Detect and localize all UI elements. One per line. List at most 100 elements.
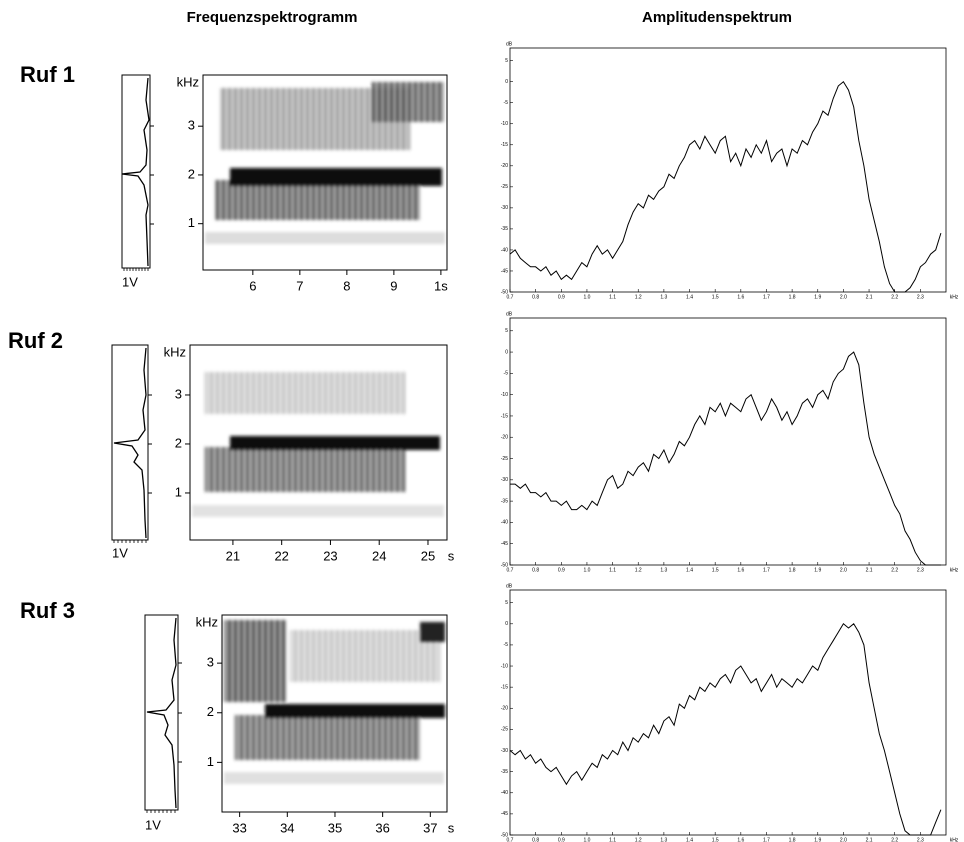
spectrum-line	[510, 351, 941, 566]
spectrogram-texture	[205, 82, 445, 244]
y-tick-label: -5	[504, 100, 509, 106]
header: Amplitudenspektrum	[642, 9, 792, 26]
x-tick-label: 1.2	[635, 567, 642, 573]
x-tick-label: 1.1	[609, 567, 616, 573]
x-unit: s	[448, 820, 455, 835]
y-tick-label: -10	[501, 392, 508, 398]
x-tick-label: 23	[323, 548, 337, 563]
x-tick-label: 0.7	[507, 567, 514, 573]
x-tick-label: 0.7	[507, 294, 514, 300]
x-tick-label: 1.0	[583, 294, 590, 300]
y-tick-label: -45	[501, 811, 508, 817]
x-tick-label: 1.0	[583, 567, 590, 573]
x-tick-label: 0.8	[532, 567, 539, 573]
y-tick-label: 3	[207, 655, 214, 670]
x-tick-label: 2.0	[840, 294, 847, 300]
x-tick-label: 33	[232, 820, 246, 835]
y-tick-label: 2	[207, 704, 214, 719]
plot-frame	[509, 589, 947, 836]
x-tick-label: 37	[423, 820, 437, 835]
y-tick-label: 0	[505, 79, 508, 85]
y-tick-label: -35	[501, 769, 508, 775]
header: Frequenzspektrogramm	[187, 9, 358, 26]
y-tick-label: -20	[501, 435, 508, 441]
x-tick-label: 1.7	[763, 567, 770, 573]
x-tick-label: 2.1	[866, 294, 873, 300]
y-axis-label: kHz	[164, 344, 186, 359]
spectrum-line	[509, 80, 942, 293]
y-tick-label: -5	[504, 371, 509, 377]
x-tick-label: 1.6	[737, 567, 744, 573]
x-tick-label: 2.3	[917, 567, 924, 573]
y-tick-label: 1	[188, 215, 195, 230]
row-label: Ruf 2	[8, 328, 63, 353]
x-tick-label: 1.7	[763, 294, 770, 300]
y-tick-label: -30	[501, 477, 508, 483]
x-tick-label: 1.3	[660, 567, 667, 573]
y-tick-label: 5	[505, 600, 508, 606]
y-tick-label: -5	[504, 642, 509, 648]
y-tick-label: -50	[501, 832, 508, 838]
spectrum-line	[509, 623, 942, 836]
y-tick-label: -15	[501, 413, 508, 419]
x-tick-label: 21	[226, 548, 240, 563]
x-tick-label: 36	[375, 820, 389, 835]
x-tick-label: 1.5	[712, 837, 719, 842]
plot-frame	[189, 344, 448, 541]
x-tick-label: 1.3	[660, 837, 667, 842]
x-tick-label: 0.8	[532, 294, 539, 300]
y-tick-label: 2	[175, 435, 182, 450]
x-tick-label: 1.4	[686, 294, 693, 300]
y-tick-label: -10	[501, 663, 508, 669]
y-tick-label: -45	[501, 541, 508, 547]
x-tick-label: 0.9	[558, 294, 565, 300]
y-tick-label: 1	[175, 484, 182, 499]
x-tick-label: 1.8	[789, 567, 796, 573]
x-tick-label: 1.6	[737, 837, 744, 842]
y-axis-label: dB	[506, 41, 513, 47]
x-tick-label: 1.2	[635, 837, 642, 842]
y-tick-label: -50	[501, 289, 508, 295]
y-tick-label: -20	[501, 163, 508, 169]
x-tick-label: 2.2	[891, 294, 898, 300]
x-tick-label: 2.1	[866, 567, 873, 573]
x-tick-label: 0.8	[532, 837, 539, 842]
spectrogram-texture	[192, 372, 444, 517]
y-tick-label: -15	[501, 142, 508, 148]
y-tick-label: -10	[501, 121, 508, 127]
plot-frame	[509, 317, 947, 566]
x-tick-label: 8	[343, 278, 350, 293]
x-tick-label: 1.9	[814, 567, 821, 573]
profile-label: 1V	[145, 817, 161, 832]
x-tick-label: 2.1	[866, 837, 873, 842]
x-tick-label: 2.0	[840, 567, 847, 573]
x-tick-label: 2.2	[891, 567, 898, 573]
x-tick-label: 24	[372, 548, 386, 563]
profile-label: 1V	[112, 545, 128, 560]
x-axis-label: kHz	[950, 294, 959, 300]
x-tick-label: 0.9	[558, 837, 565, 842]
y-tick-label: -20	[501, 706, 508, 712]
y-tick-label: -35	[501, 226, 508, 232]
y-axis-label: dB	[506, 311, 513, 317]
profile	[111, 344, 152, 543]
x-tick-label: 1.8	[789, 837, 796, 842]
x-tick-label: 1.7	[763, 837, 770, 842]
x-tick-label: 1.4	[686, 567, 693, 573]
x-tick-label: 1.1	[609, 837, 616, 842]
y-tick-label: -15	[501, 684, 508, 690]
x-axis-label: kHz	[950, 837, 959, 842]
x-tick-label: 1.9	[814, 294, 821, 300]
x-tick-label: 2.2	[891, 837, 898, 842]
y-tick-label: 5	[505, 58, 508, 64]
x-tick-label: 34	[280, 820, 294, 835]
y-tick-label: 3	[175, 386, 182, 401]
y-tick-label: -25	[501, 184, 508, 190]
x-tick-label: 1.6	[737, 294, 744, 300]
x-tick-label: 25	[421, 548, 435, 563]
x-tick-label: 1.1	[609, 294, 616, 300]
x-tick-label: 1.9	[814, 837, 821, 842]
x-tick-label: 35	[328, 820, 342, 835]
